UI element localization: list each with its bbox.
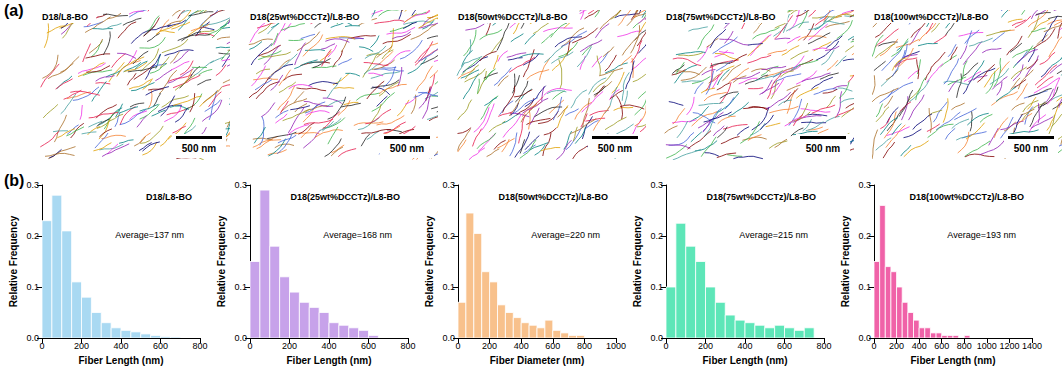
svg-text:800: 800	[192, 341, 207, 351]
svg-text:0: 0	[871, 341, 876, 351]
svg-text:0.3: 0.3	[26, 180, 39, 190]
svg-text:0.0: 0.0	[650, 333, 663, 343]
svg-text:0.3: 0.3	[234, 180, 247, 190]
svg-text:D18(100wt%DCCTz)/L8-BO: D18(100wt%DCCTz)/L8-BO	[874, 12, 989, 22]
svg-text:0.2: 0.2	[858, 231, 871, 241]
html-text:(a): (a)	[4, 2, 24, 19]
svg-text:D18(100wt%DCCTz)/L8-BO: D18(100wt%DCCTz)/L8-BO	[909, 192, 1024, 202]
svg-text:200: 200	[74, 341, 89, 351]
svg-text:D18(75wt%DCCTz)/L8-BO: D18(75wt%DCCTz)/L8-BO	[706, 192, 816, 202]
svg-text:Relative Frequency: Relative Frequency	[8, 215, 19, 307]
svg-text:200: 200	[482, 341, 497, 351]
svg-text:Average=220 nm: Average=220 nm	[531, 230, 600, 240]
svg-text:Fiber Length (nm): Fiber Length (nm)	[911, 355, 996, 366]
svg-text:800: 800	[577, 341, 592, 351]
svg-text:400: 400	[321, 341, 336, 351]
svg-text:1400: 1400	[1022, 341, 1042, 351]
svg-text:D18(25wt%DCCTz)/L8-BO: D18(25wt%DCCTz)/L8-BO	[290, 192, 400, 202]
svg-text:0.2: 0.2	[234, 231, 247, 241]
svg-text:500 nm: 500 nm	[598, 143, 633, 154]
svg-text:400: 400	[912, 341, 927, 351]
svg-text:Average=193 nm: Average=193 nm	[947, 230, 1016, 240]
svg-text:0.0: 0.0	[442, 333, 455, 343]
svg-text:0.1: 0.1	[650, 282, 663, 292]
svg-text:0: 0	[39, 341, 44, 351]
svg-text:0.3: 0.3	[858, 180, 871, 190]
svg-text:D18/L8-BO: D18/L8-BO	[146, 192, 192, 202]
svg-text:0.1: 0.1	[234, 282, 247, 292]
svg-text:D18(75wt%DCCTz)/L8-BO: D18(75wt%DCCTz)/L8-BO	[666, 12, 776, 22]
svg-text:0.0: 0.0	[234, 333, 247, 343]
svg-text:D18(50wt%DCCTz)/L8-BO: D18(50wt%DCCTz)/L8-BO	[458, 12, 568, 22]
svg-text:200: 200	[889, 341, 904, 351]
svg-text:400: 400	[113, 341, 128, 351]
svg-text:D18(50wt%DCCTz)/L8-BO: D18(50wt%DCCTz)/L8-BO	[498, 192, 608, 202]
svg-text:Relative Frequency: Relative Frequency	[632, 215, 643, 307]
svg-text:200: 200	[282, 341, 297, 351]
svg-text:Average=168 nm: Average=168 nm	[323, 230, 392, 240]
svg-text:0: 0	[247, 341, 252, 351]
svg-text:500 nm: 500 nm	[1014, 143, 1049, 154]
svg-text:600: 600	[545, 341, 560, 351]
svg-text:0.2: 0.2	[442, 231, 455, 241]
svg-text:Average=215 nm: Average=215 nm	[739, 230, 808, 240]
svg-text:D18/L8-BO: D18/L8-BO	[42, 12, 88, 22]
svg-text:Relative Frequency: Relative Frequency	[424, 215, 435, 307]
svg-text:0.3: 0.3	[442, 180, 455, 190]
svg-text:Fiber Length (nm): Fiber Length (nm)	[703, 355, 788, 366]
svg-text:500 nm: 500 nm	[390, 143, 425, 154]
svg-text:500 nm: 500 nm	[806, 143, 841, 154]
svg-text:0: 0	[663, 341, 668, 351]
svg-text:Average=137 nm: Average=137 nm	[115, 230, 184, 240]
svg-text:1200: 1200	[999, 341, 1019, 351]
svg-text:Relative Frequency: Relative Frequency	[840, 215, 851, 307]
svg-text:Fiber Length (nm): Fiber Length (nm)	[287, 355, 372, 366]
svg-text:400: 400	[737, 341, 752, 351]
svg-text:600: 600	[153, 341, 168, 351]
svg-text:Fiber Length (nm): Fiber Length (nm)	[79, 355, 164, 366]
svg-text:800: 800	[400, 341, 415, 351]
svg-text:800: 800	[957, 341, 972, 351]
svg-text:0.1: 0.1	[858, 282, 871, 292]
svg-text:1000: 1000	[606, 341, 626, 351]
svg-text:1000: 1000	[977, 341, 997, 351]
svg-text:500 nm: 500 nm	[182, 143, 217, 154]
html-text:(b): (b)	[4, 172, 25, 189]
svg-text:0.2: 0.2	[650, 231, 663, 241]
svg-text:200: 200	[698, 341, 713, 351]
svg-text:0.2: 0.2	[26, 231, 39, 241]
svg-text:400: 400	[514, 341, 529, 351]
svg-text:800: 800	[816, 341, 831, 351]
svg-text:Relative Frequency: Relative Frequency	[216, 215, 227, 307]
svg-text:0.1: 0.1	[442, 282, 455, 292]
svg-text:600: 600	[934, 341, 949, 351]
svg-text:D18(25wt%DCCTz)/L8-BO: D18(25wt%DCCTz)/L8-BO	[250, 12, 360, 22]
svg-text:600: 600	[777, 341, 792, 351]
svg-text:Fiber Diameter (nm): Fiber Diameter (nm)	[490, 355, 584, 366]
svg-text:0.1: 0.1	[26, 282, 39, 292]
svg-text:0.3: 0.3	[650, 180, 663, 190]
svg-text:600: 600	[361, 341, 376, 351]
svg-text:0: 0	[455, 341, 460, 351]
svg-text:0.0: 0.0	[26, 333, 39, 343]
svg-text:0.0: 0.0	[858, 333, 871, 343]
